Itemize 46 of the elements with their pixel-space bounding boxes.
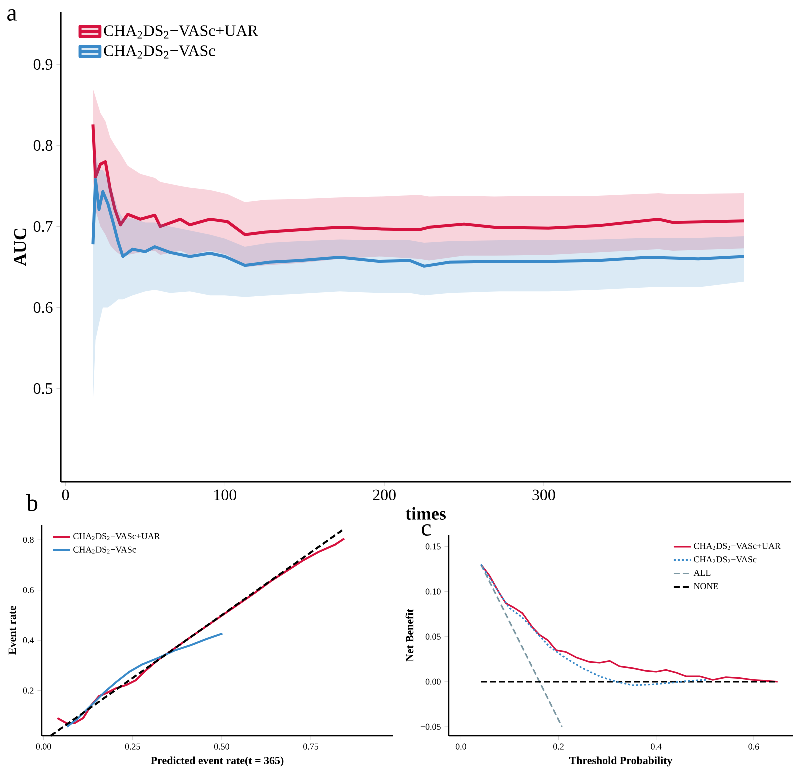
chart-title: c bbox=[422, 524, 431, 536]
line-series bbox=[92, 178, 746, 268]
y-tick-label: 0.00 bbox=[426, 678, 441, 685]
chart-title: a bbox=[8, 10, 18, 21]
x-tick-label: 0.4 bbox=[651, 744, 662, 750]
y-tick-label: 0.7 bbox=[34, 221, 53, 232]
x-tick-label: 0.2 bbox=[554, 744, 564, 750]
legend-label: CHA$_{2}$DS$_{2}$−VASc bbox=[104, 46, 216, 59]
x-tick-label: 300 bbox=[532, 490, 556, 501]
line-series bbox=[66, 632, 224, 728]
y-tick-label: 0.6 bbox=[23, 587, 34, 594]
legend-label: CHA$_{2}$DS$_{2}$−VASc+UAR bbox=[104, 26, 258, 39]
x-tick-label: 0.50 bbox=[214, 744, 230, 750]
y-tick-label: 0.2 bbox=[23, 688, 34, 694]
legend-label: CHA$_{2}$DS$_{2}$−VASc+UAR bbox=[694, 543, 781, 550]
y-tick-label: −0.05 bbox=[420, 724, 441, 730]
x-axis-title: Threshold Probability bbox=[569, 756, 673, 767]
y-tick-label: 0.8 bbox=[34, 140, 53, 152]
legend-label: CHA$_{2}$DS$_{2}$−VASc bbox=[694, 556, 757, 564]
x-tick-label: 100 bbox=[214, 490, 237, 501]
y-tick-label: 0.9 bbox=[34, 59, 53, 70]
x-tick-label: 0.25 bbox=[125, 744, 140, 750]
x-tick-label: 200 bbox=[373, 490, 396, 501]
y-tick-label: 0.4 bbox=[23, 638, 34, 644]
y-tick-label: 0.6 bbox=[34, 302, 53, 314]
y-tick-label: 0.5 bbox=[34, 383, 53, 394]
x-axis-title: Predicted event rate(t = 365) bbox=[151, 756, 284, 767]
legend-label: ALL bbox=[694, 570, 711, 576]
y-tick-label: 0.8 bbox=[23, 537, 34, 544]
x-tick-label: 0.0 bbox=[456, 744, 466, 750]
line-series bbox=[92, 123, 746, 236]
line-series bbox=[480, 564, 779, 683]
y-tick-label: 0.05 bbox=[426, 634, 441, 640]
x-tick-label: 0 bbox=[62, 490, 70, 501]
y-axis-title: Net Benefit bbox=[406, 609, 414, 662]
y-tick-label: 0.15 bbox=[426, 544, 441, 550]
y-tick-label: 0.10 bbox=[426, 588, 441, 595]
legend-label: NONE bbox=[694, 583, 718, 590]
x-tick-label: 0.6 bbox=[748, 744, 760, 750]
x-tick-label: 0.75 bbox=[304, 744, 319, 750]
y-axis-title: Event rate bbox=[8, 606, 16, 655]
legend-label: CHA$_{2}$DS$_{2}$−VASc+UAR bbox=[74, 533, 160, 540]
chart-title: b bbox=[26, 494, 38, 512]
legend-label: CHA$_{2}$DS$_{2}$−VASc bbox=[74, 546, 136, 554]
x-axis-title: times bbox=[406, 507, 446, 520]
y-axis-title: AUC bbox=[14, 228, 26, 266]
